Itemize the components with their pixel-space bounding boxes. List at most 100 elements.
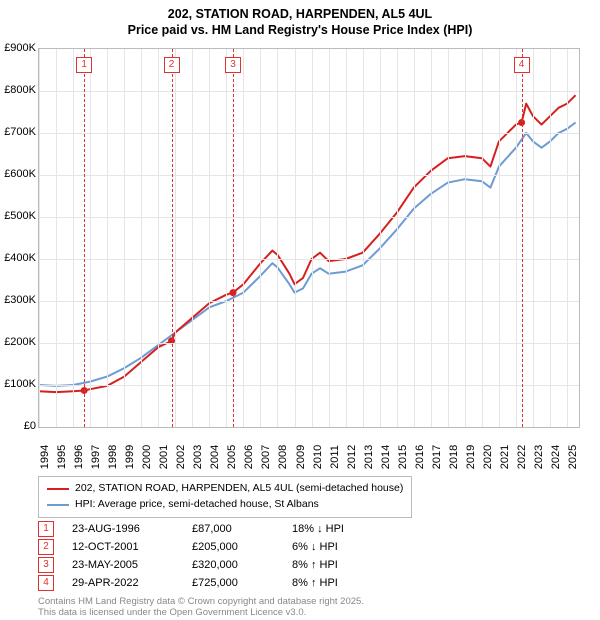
sale-delta: 6% ↓ HPI — [292, 541, 338, 553]
x-axis-label: 2003 — [192, 445, 204, 469]
x-axis-label: 1994 — [39, 445, 51, 469]
x-axis-label: 2004 — [209, 445, 221, 469]
x-axis-label: 2006 — [243, 445, 255, 469]
sale-marker-line — [172, 49, 173, 427]
x-axis-label: 2015 — [397, 445, 409, 469]
x-axis-label: 2007 — [260, 445, 272, 469]
y-axis-label: £700K — [0, 126, 36, 138]
x-gridline — [533, 49, 534, 427]
x-gridline — [56, 49, 57, 427]
y-axis-label: £900K — [0, 42, 36, 54]
x-gridline — [107, 49, 108, 427]
sale-delta: 8% ↑ HPI — [292, 577, 338, 589]
y-axis-label: £200K — [0, 336, 36, 348]
sale-price: £320,000 — [192, 559, 292, 571]
x-axis-label: 2010 — [312, 445, 324, 469]
sale-marker-line — [522, 49, 523, 427]
table-row: 1 23-AUG-1996 £87,000 18% ↓ HPI — [38, 520, 344, 538]
footnote-line-1: Contains HM Land Registry data © Crown c… — [38, 596, 364, 607]
sales-table: 1 23-AUG-1996 £87,000 18% ↓ HPI 2 12-OCT… — [38, 520, 344, 592]
title-line-2: Price paid vs. HM Land Registry's House … — [0, 22, 600, 38]
legend-swatch — [47, 488, 69, 490]
y-axis-label: £500K — [0, 210, 36, 222]
x-gridline — [550, 49, 551, 427]
x-axis-label: 2020 — [482, 445, 494, 469]
sale-date: 23-AUG-1996 — [72, 523, 192, 535]
x-gridline — [482, 49, 483, 427]
sale-marker-icon: 1 — [38, 521, 54, 537]
x-gridline — [175, 49, 176, 427]
x-axis-label: 1998 — [107, 445, 119, 469]
x-gridline — [226, 49, 227, 427]
x-axis-label: 2012 — [346, 445, 358, 469]
x-axis-label: 2005 — [226, 445, 238, 469]
y-axis-label: £400K — [0, 252, 36, 264]
x-axis-label: 2025 — [567, 445, 579, 469]
x-gridline — [499, 49, 500, 427]
x-gridline — [346, 49, 347, 427]
y-axis-label: £800K — [0, 84, 36, 96]
x-axis-label: 2011 — [329, 445, 341, 469]
x-gridline — [312, 49, 313, 427]
x-axis-label: 1997 — [90, 445, 102, 469]
plot-area: 1994199519961997199819992000200120022003… — [38, 48, 580, 428]
x-gridline — [295, 49, 296, 427]
x-gridline — [243, 49, 244, 427]
y-axis-label: £0 — [0, 420, 36, 432]
x-gridline — [567, 49, 568, 427]
x-axis-label: 2009 — [295, 445, 307, 469]
x-gridline — [124, 49, 125, 427]
x-axis-label: 2018 — [448, 445, 460, 469]
x-gridline — [39, 49, 40, 427]
x-gridline — [158, 49, 159, 427]
x-axis-label: 1996 — [73, 445, 85, 469]
x-axis-label: 2001 — [158, 445, 170, 469]
sale-marker-box: 1 — [76, 57, 92, 73]
x-axis-label: 2002 — [175, 445, 187, 469]
legend-item: 202, STATION ROAD, HARPENDEN, AL5 4UL (s… — [47, 481, 403, 497]
sale-date: 12-OCT-2001 — [72, 541, 192, 553]
x-gridline — [192, 49, 193, 427]
chart-title: 202, STATION ROAD, HARPENDEN, AL5 4UL Pr… — [0, 0, 600, 39]
legend-item: HPI: Average price, semi-detached house,… — [47, 497, 403, 513]
x-gridline — [73, 49, 74, 427]
x-gridline — [431, 49, 432, 427]
x-axis-label: 2008 — [277, 445, 289, 469]
sale-marker-line — [84, 49, 85, 427]
x-gridline — [329, 49, 330, 427]
sale-price: £725,000 — [192, 577, 292, 589]
x-axis-label: 2023 — [533, 445, 545, 469]
legend-swatch — [47, 504, 69, 506]
sale-price: £87,000 — [192, 523, 292, 535]
sale-date: 23-MAY-2005 — [72, 559, 192, 571]
table-row: 3 23-MAY-2005 £320,000 8% ↑ HPI — [38, 556, 344, 574]
y-axis-label: £100K — [0, 378, 36, 390]
sale-marker-icon: 3 — [38, 557, 54, 573]
x-axis-label: 2024 — [550, 445, 562, 469]
x-gridline — [277, 49, 278, 427]
x-gridline — [260, 49, 261, 427]
table-row: 4 29-APR-2022 £725,000 8% ↑ HPI — [38, 574, 344, 592]
sale-marker-icon: 2 — [38, 539, 54, 555]
sale-marker-icon: 4 — [38, 575, 54, 591]
x-axis-label: 2016 — [414, 445, 426, 469]
x-gridline — [516, 49, 517, 427]
title-line-1: 202, STATION ROAD, HARPENDEN, AL5 4UL — [0, 6, 600, 22]
sale-date: 29-APR-2022 — [72, 577, 192, 589]
legend-label: 202, STATION ROAD, HARPENDEN, AL5 4UL (s… — [75, 481, 403, 497]
sale-marker-box: 3 — [225, 57, 241, 73]
x-gridline — [90, 49, 91, 427]
x-axis-label: 1999 — [124, 445, 136, 469]
table-row: 2 12-OCT-2001 £205,000 6% ↓ HPI — [38, 538, 344, 556]
sale-marker-box: 2 — [164, 57, 180, 73]
x-axis-label: 2022 — [516, 445, 528, 469]
x-gridline — [465, 49, 466, 427]
x-axis-label: 2019 — [465, 445, 477, 469]
x-gridline — [397, 49, 398, 427]
y-axis-label: £300K — [0, 294, 36, 306]
x-gridline — [448, 49, 449, 427]
x-axis-label: 2014 — [380, 445, 392, 469]
x-axis-label: 2021 — [499, 445, 511, 469]
sale-marker-box: 4 — [514, 57, 530, 73]
x-axis-label: 2013 — [363, 445, 375, 469]
